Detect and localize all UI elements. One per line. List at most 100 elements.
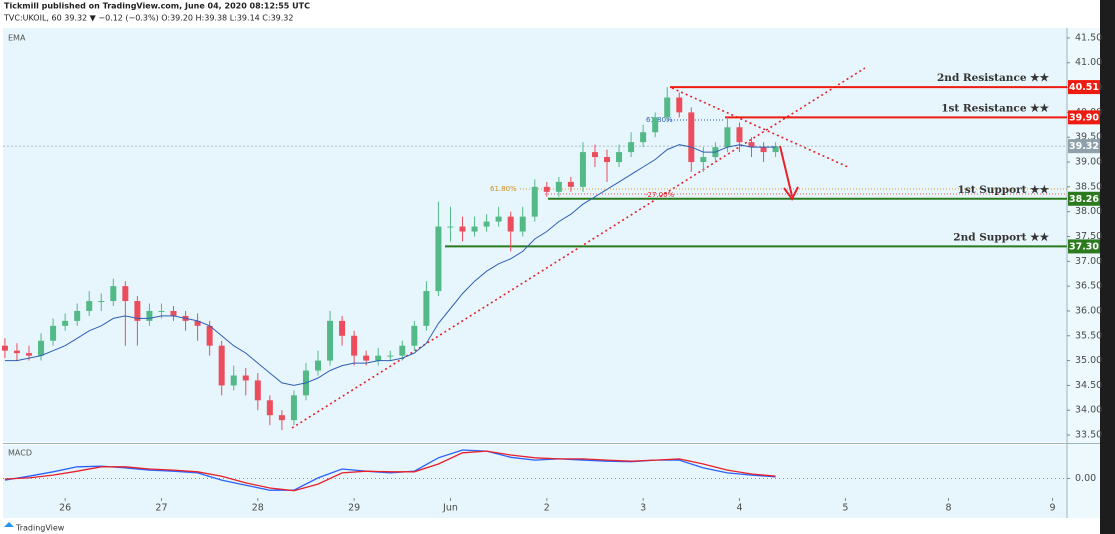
y-tick-label: 37.50: [1075, 231, 1102, 242]
price-badge: [1068, 191, 1100, 206]
candle-body: [230, 375, 237, 386]
fib-annotation: 61.80%: [490, 185, 517, 193]
price-badge-label: 39.32: [1069, 141, 1099, 152]
candle-body: [266, 400, 273, 416]
candle-body: [447, 226, 454, 228]
candle-body: [760, 147, 767, 153]
macd-line: [4, 450, 776, 492]
candle-body: [38, 340, 45, 356]
candle-body: [724, 127, 731, 148]
candle-body: [736, 127, 743, 143]
y-tick-label: 35.50: [1075, 330, 1102, 341]
candle-body: [664, 97, 671, 118]
y-tick-label: 41.00: [1075, 57, 1102, 68]
x-tick-label: 26: [59, 503, 71, 514]
candle-body: [26, 353, 33, 356]
x-tick-label: 8: [945, 503, 951, 514]
candle-body: [50, 325, 57, 341]
candle-body: [218, 345, 225, 386]
macd-pane: [3, 445, 1067, 498]
candle-body: [278, 415, 285, 421]
x-tick-label: Jun: [442, 503, 458, 514]
arrow-head: [783, 186, 799, 201]
candle-body: [194, 320, 201, 326]
x-tick-label: 5: [842, 503, 848, 514]
y-tick-label: 38.50: [1075, 181, 1102, 192]
y-tick-label: 37.00: [1075, 256, 1102, 267]
candle-body: [411, 325, 418, 346]
side-strip: [1100, 0, 1115, 534]
candle-body: [290, 395, 297, 421]
candle-body: [13, 350, 20, 354]
price-badge: [1068, 80, 1100, 95]
y-tick-label: 35.00: [1075, 355, 1102, 366]
price-badge-label: 37.30: [1069, 241, 1099, 252]
candle-body: [387, 355, 394, 357]
candle-body: [543, 186, 550, 192]
macd-y-tick-label: 0.00: [1075, 473, 1096, 484]
candle-body: [507, 216, 514, 232]
candle-body: [363, 355, 370, 361]
price-badge-label: 38.26: [1069, 194, 1099, 205]
candle-body: [146, 310, 153, 321]
candle-body: [616, 152, 623, 163]
candle-body: [74, 310, 81, 321]
x-tick-label: 29: [348, 503, 360, 514]
header-title: Tickmill published on TradingView.com, J…: [4, 2, 310, 11]
price-badges: 40.51 39.90 38.26 37.30 39.32: [1068, 80, 1100, 254]
arrow-shaft: [779, 145, 793, 197]
y-tick-label: 34.50: [1075, 380, 1102, 391]
candle-body: [459, 226, 466, 232]
fib-annotation: 61.80%: [646, 116, 673, 124]
candle-body: [206, 325, 213, 346]
price-badge-label: 39.90: [1069, 112, 1099, 123]
y-tick-label: 39.00: [1075, 157, 1102, 168]
candle-body: [339, 320, 346, 336]
plot: 33.50 34.00 34.50 35.00 35.50 36.00 36.50 37.00…: [1, 32, 1102, 514]
fib-annotation: -27.00%: [645, 191, 675, 199]
price-badge: [1068, 139, 1100, 154]
candle-body: [122, 286, 129, 302]
trendline-resistance: [671, 87, 849, 168]
level-label: 1st Resistance ★★: [941, 102, 1049, 114]
candle-body: [62, 320, 69, 326]
candle-body: [254, 380, 261, 401]
ema-label: EMA: [8, 34, 26, 43]
header-symbol: TVC:UKOIL, 60 39.32 ▼ −0.12 (−0.3%) O:39…: [3, 14, 293, 23]
level-label: 2nd Resistance ★★: [937, 72, 1050, 84]
candle-body: [134, 301, 141, 321]
candle-body: [483, 221, 490, 227]
candle-body: [110, 286, 117, 302]
candle-body: [567, 181, 574, 187]
y-tick-label: 38.00: [1075, 206, 1102, 217]
logo: [4, 522, 14, 527]
candle-body: [640, 132, 647, 143]
macd-label: MACD: [8, 449, 32, 458]
candle-body: [435, 226, 442, 292]
footer: TradingView: [15, 524, 65, 533]
candle-body: [399, 345, 406, 356]
candle-body: [86, 301, 93, 311]
x-tick-label: 28: [252, 503, 264, 514]
candle-body: [676, 97, 683, 113]
candle-body: [604, 157, 611, 163]
candle-body: [531, 186, 538, 217]
candle-body: [423, 291, 430, 326]
candle-body: [242, 375, 249, 381]
y-tick-label: 36.00: [1075, 305, 1102, 316]
candle-body: [495, 216, 502, 222]
level-label: 1st Support ★★: [958, 184, 1050, 196]
time-axis: [3, 498, 1067, 518]
candle-body: [351, 335, 358, 356]
x-tick-label: 4: [736, 503, 742, 514]
x-tick-label: 3: [640, 503, 646, 514]
x-tick-label: 2: [544, 503, 550, 514]
y-tick-label: 39.50: [1075, 132, 1102, 143]
candle-body: [471, 226, 478, 232]
ema-line: [4, 144, 776, 386]
price-axis: [1067, 28, 1100, 518]
candle-body: [375, 355, 382, 361]
price-badge: [1068, 239, 1100, 254]
y-tick-label: 33.50: [1075, 430, 1102, 441]
